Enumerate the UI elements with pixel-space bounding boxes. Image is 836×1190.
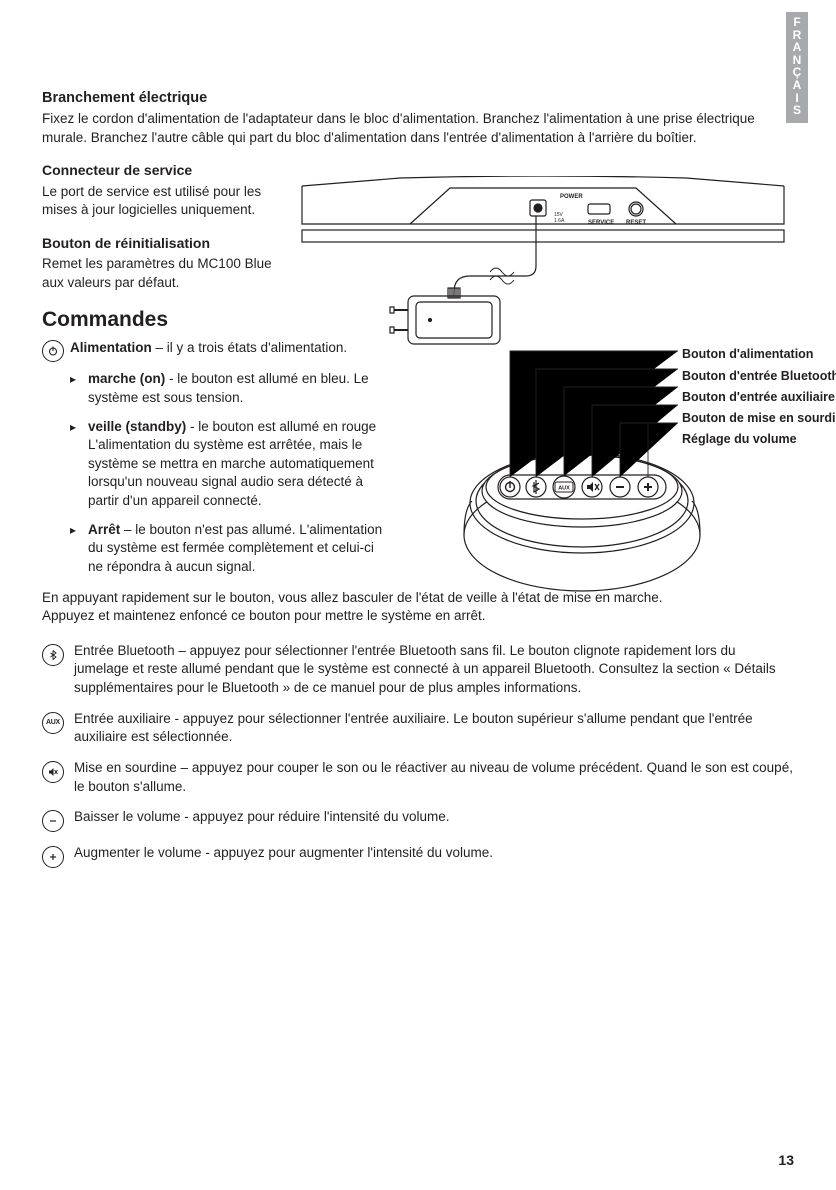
volume-down-icon bbox=[42, 810, 64, 832]
branchement-body: Fixez le cordon d'alimentation de l'adap… bbox=[42, 110, 794, 147]
svg-text:AUX: AUX bbox=[558, 486, 570, 492]
bluetooth-desc: Entrée Bluetooth – appuyez pour sélectio… bbox=[74, 642, 794, 698]
branchement-title: Branchement électrique bbox=[42, 88, 794, 108]
svg-text:RESET: RESET bbox=[626, 220, 646, 226]
reinit-title: Bouton de réinitialisation bbox=[42, 234, 272, 253]
diagram-labels: Bouton d'alimentation Bouton d'entrée Bl… bbox=[682, 345, 836, 450]
bluetooth-icon bbox=[42, 644, 64, 666]
voldown-desc: Baisser le volume - appuyez pour réduire… bbox=[74, 808, 794, 827]
connecteur-body: Le port de service est utilisé pour les … bbox=[42, 183, 272, 220]
mute-icon bbox=[42, 761, 64, 783]
power-icon bbox=[42, 340, 64, 362]
svg-text:POWER: POWER bbox=[560, 194, 583, 200]
svg-text:1.6A: 1.6A bbox=[554, 218, 565, 224]
volume-up-icon bbox=[42, 846, 64, 868]
mute-desc: Mise en sourdine – appuyez pour couper l… bbox=[74, 759, 794, 796]
volup-desc: Augmenter le volume - appuyez pour augme… bbox=[74, 844, 794, 863]
page-number: 13 bbox=[778, 1151, 794, 1170]
power-states-list: marche (on) - le bouton est allumé en bl… bbox=[70, 370, 392, 576]
page-content: Branchement électrique Fixez le cordon d… bbox=[0, 0, 836, 868]
aux-desc: Entrée auxiliaire - appuyez pour sélecti… bbox=[74, 710, 794, 747]
reinit-body: Remet les paramètres du MC100 Blue aux v… bbox=[42, 255, 272, 292]
aux-icon: AUX bbox=[42, 712, 64, 734]
connecteur-title: Connecteur de service bbox=[42, 161, 272, 180]
svg-text:SERVICE: SERVICE bbox=[588, 220, 614, 226]
alimentation-intro: Alimentation – il y a trois états d'alim… bbox=[70, 339, 392, 358]
